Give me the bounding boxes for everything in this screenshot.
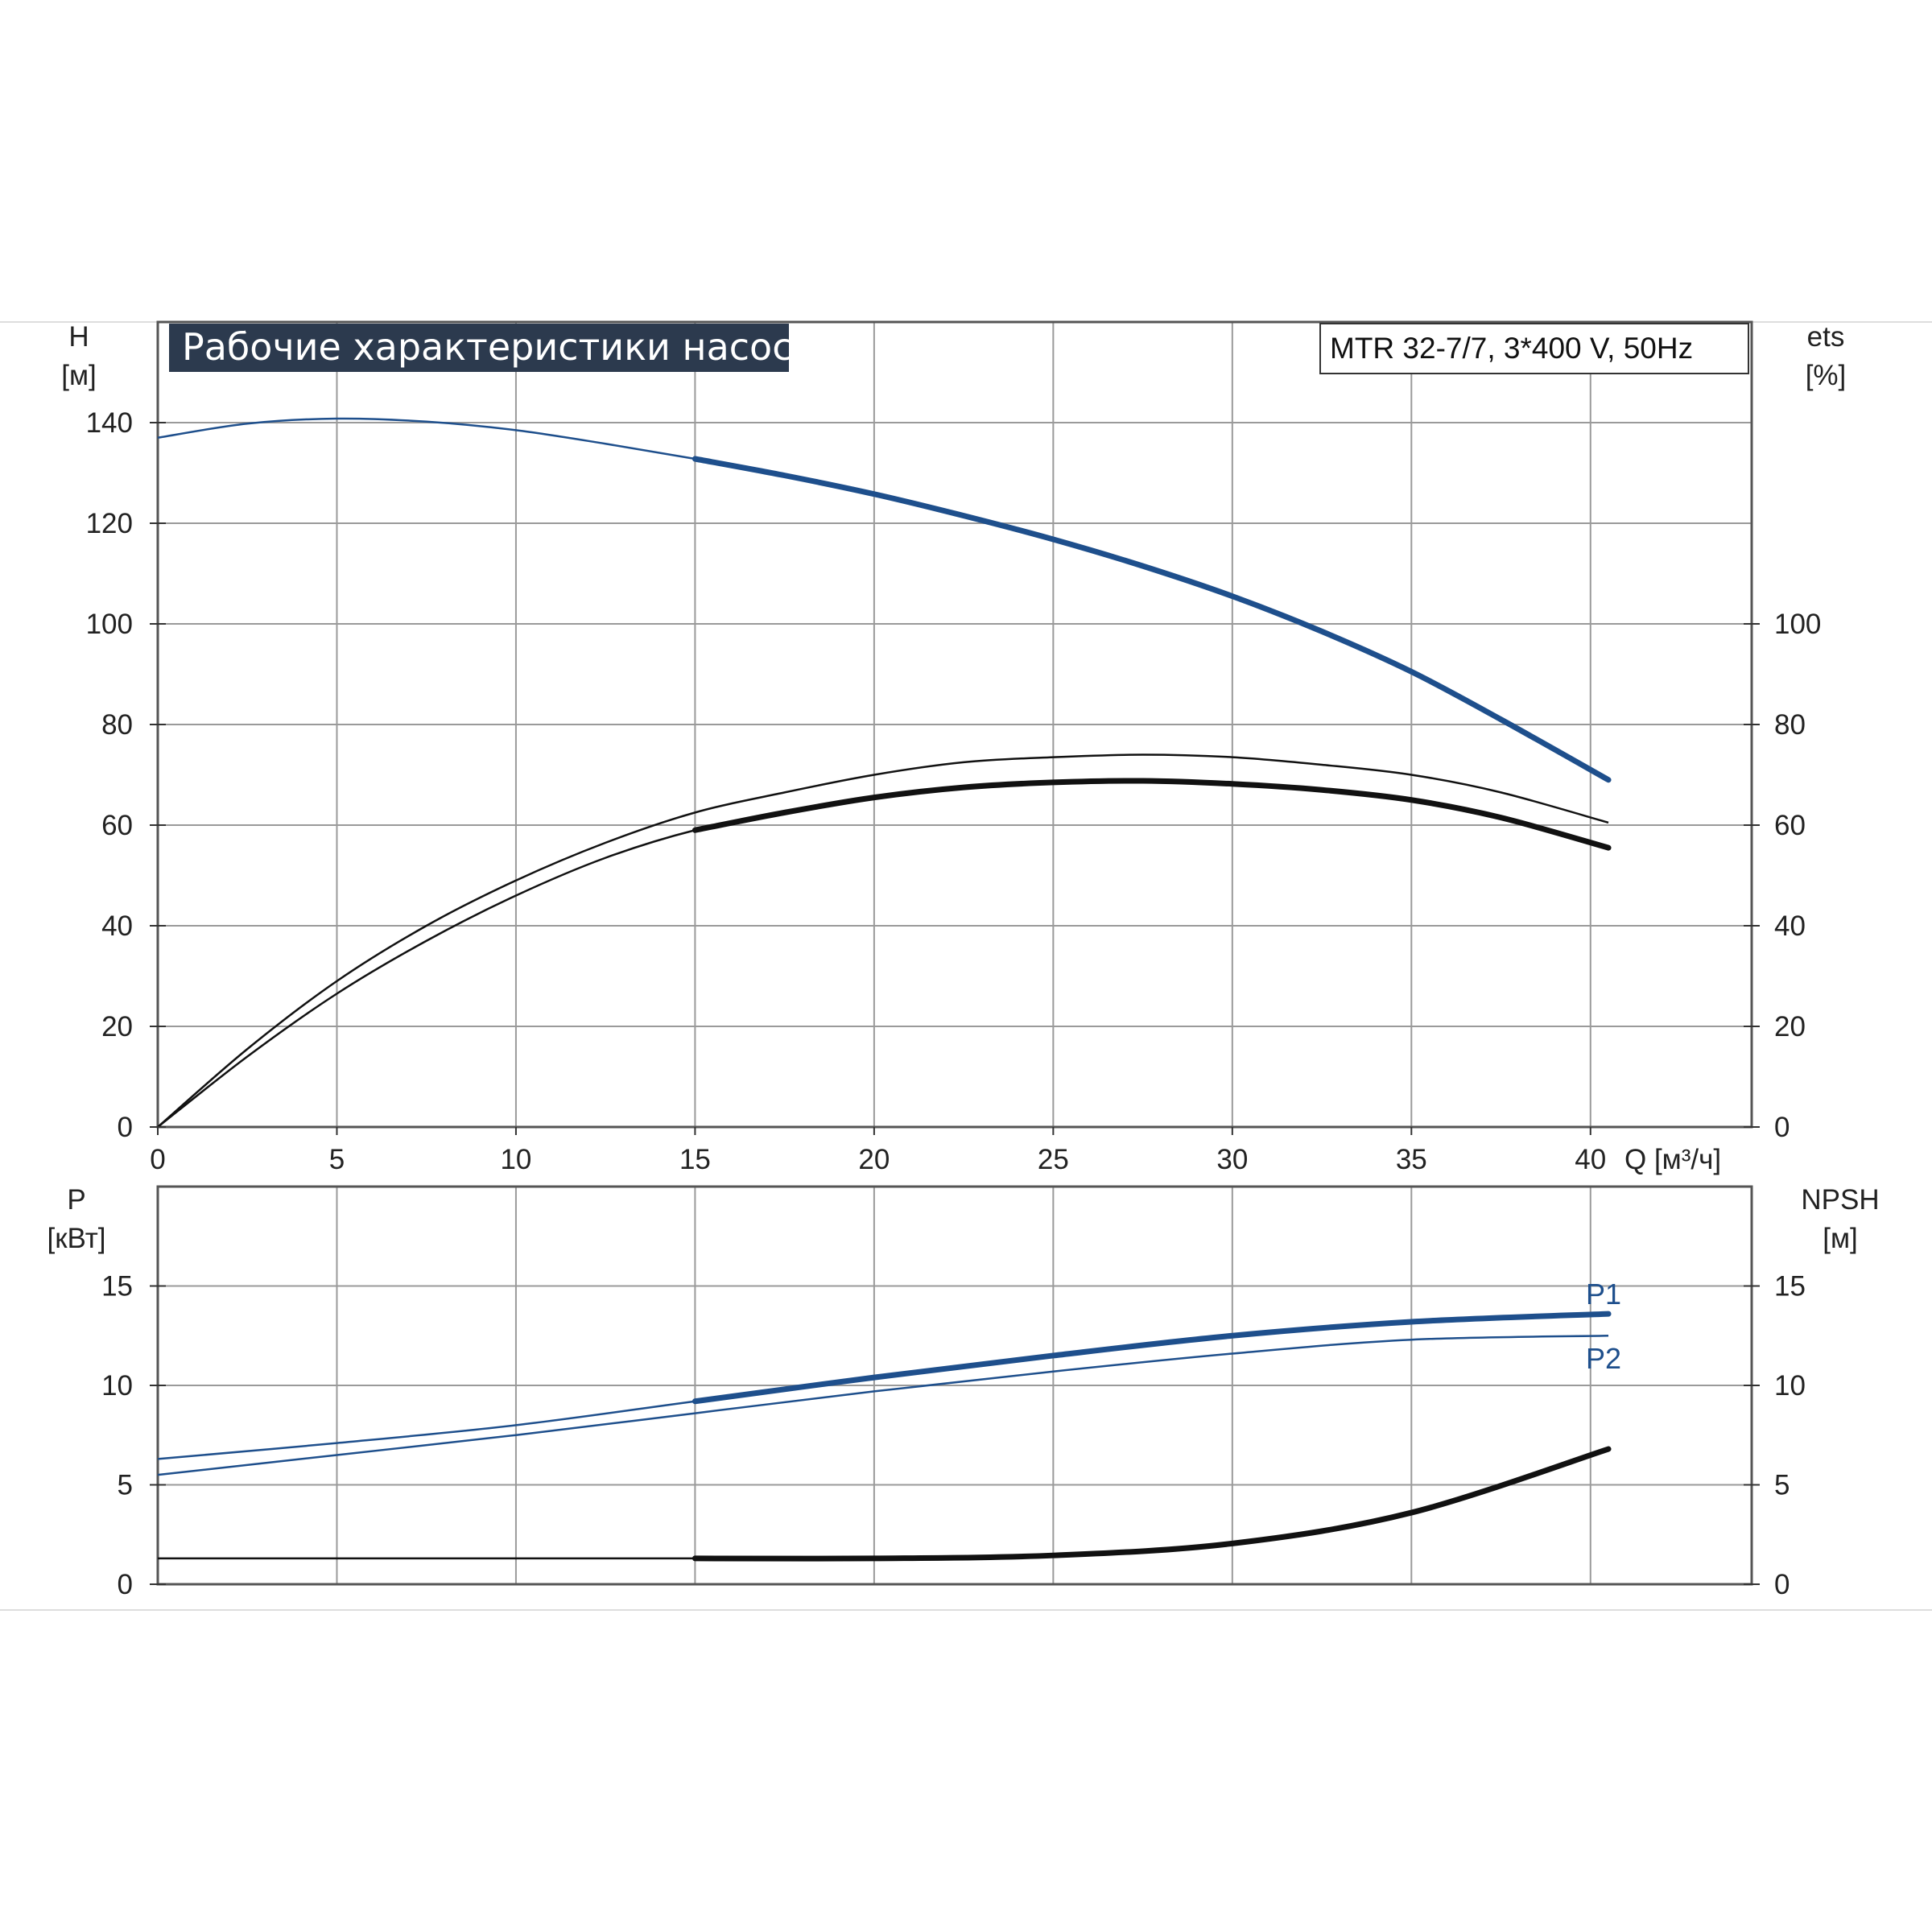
x-tick-label: 5 xyxy=(329,1144,345,1175)
y-right-tick-label: 80 xyxy=(1774,709,1806,741)
y-right-tick-label: 100 xyxy=(1774,609,1821,640)
series-label-p1: P1 xyxy=(1586,1278,1621,1311)
series-line-heavy-2 xyxy=(691,778,1612,851)
tick-labels: 0 5 10 15 20 25 30 35 40020406080100120140020406… xyxy=(86,407,1822,1600)
y-left-tick-label: 10 xyxy=(101,1370,133,1402)
series-line-thin-0 xyxy=(157,1312,1609,1460)
x-tick-label: 0 xyxy=(150,1144,165,1175)
y-right-tick-label: 5 xyxy=(1774,1470,1790,1501)
series-line-heavy-0 xyxy=(691,1311,1612,1405)
y-left-tick-label: 15 xyxy=(101,1271,133,1302)
y-left-tick-label: 140 xyxy=(86,407,133,439)
model-box xyxy=(1319,323,1749,374)
top-curves xyxy=(157,417,1612,1128)
x-tick-label: 10 xyxy=(500,1144,531,1175)
y-right-unit-bottom: [м] xyxy=(1823,1223,1858,1254)
y-left-name-top: H xyxy=(68,321,89,353)
bottom-grid xyxy=(158,1187,1752,1584)
x-tick-label: 20 xyxy=(858,1144,890,1175)
y-left-name-bottom: P xyxy=(67,1184,85,1216)
y-left-tick-label: 20 xyxy=(101,1011,133,1042)
series-label-p2: P2 xyxy=(1586,1342,1621,1375)
y-right-tick-label: 10 xyxy=(1774,1370,1806,1402)
y-left-tick-label: 60 xyxy=(101,810,133,841)
y-right-tick-label: 60 xyxy=(1774,810,1806,841)
series-line-thin-1 xyxy=(157,1335,1609,1476)
npsh-line-heavy xyxy=(691,1446,1612,1562)
x-tick-label: 40 xyxy=(1575,1144,1606,1175)
y-right-tick-label: 0 xyxy=(1774,1569,1790,1600)
x-tick-label: 25 xyxy=(1038,1144,1069,1175)
y-left-tick-label: 5 xyxy=(118,1470,133,1501)
bottom-curves xyxy=(157,1311,1612,1562)
y-left-tick-label: 0 xyxy=(118,1112,133,1143)
y-left-tick-label: 120 xyxy=(86,508,133,539)
series-line-thin-1 xyxy=(157,753,1609,1128)
series-line-heavy-0 xyxy=(691,456,1612,783)
y-left-tick-label: 80 xyxy=(101,709,133,741)
y-right-tick-label: 40 xyxy=(1774,910,1806,942)
y-left-tick-label: 100 xyxy=(86,609,133,640)
y-right-tick-label: 0 xyxy=(1774,1112,1790,1143)
y-left-unit-bottom: [кВт] xyxy=(47,1223,106,1254)
y-right-name-top: ets xyxy=(1807,321,1845,353)
x-tick-label: 30 xyxy=(1216,1144,1248,1175)
y-right-tick-label: 20 xyxy=(1774,1011,1806,1042)
y-right-unit-top: [%] xyxy=(1806,360,1847,391)
series-line-thin-2 xyxy=(157,779,1609,1128)
y-left-unit-top: [м] xyxy=(61,360,97,391)
series-line-thin-0 xyxy=(157,417,1609,781)
model-label: MTR 32-7/7, 3*400 V, 50Hz xyxy=(1330,332,1693,365)
chart-title: Рабочие характеристики насоса xyxy=(182,325,815,369)
y-left-tick-label: 40 xyxy=(101,910,133,942)
y-left-tick-label: 0 xyxy=(118,1569,133,1600)
y-right-tick-label: 15 xyxy=(1774,1271,1806,1302)
title-box xyxy=(169,324,789,372)
x-axis-label: Q [м³/ч] xyxy=(1624,1144,1721,1175)
x-tick-label: 35 xyxy=(1396,1144,1427,1175)
x-tick-label: 15 xyxy=(679,1144,711,1175)
y-right-name-bottom: NPSH xyxy=(1801,1184,1879,1216)
